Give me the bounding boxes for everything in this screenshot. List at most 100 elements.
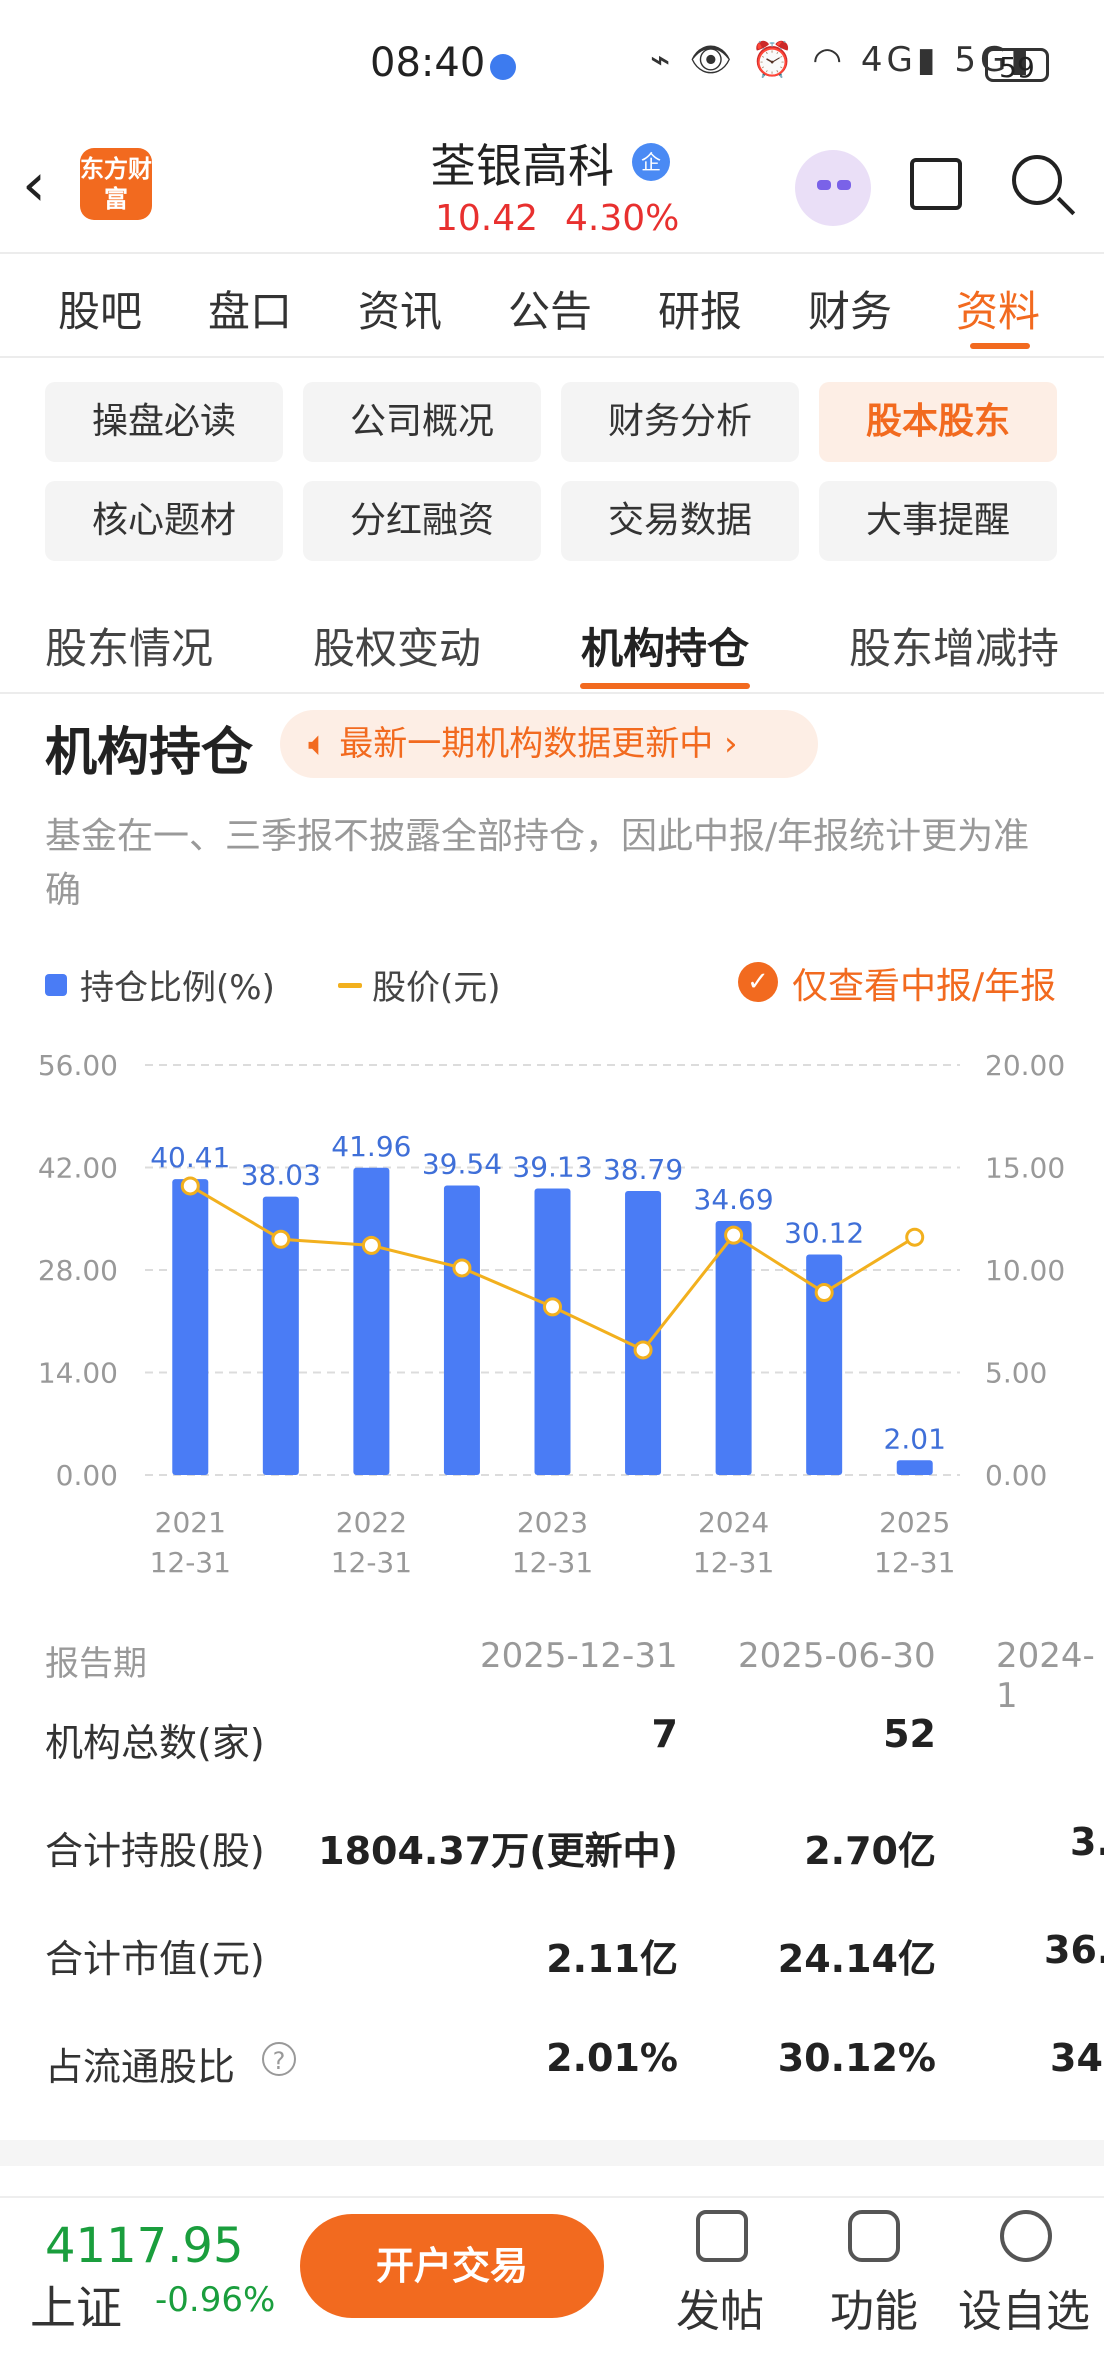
stab-institutional-holdings[interactable]: 机构持仓	[581, 624, 750, 673]
tab-profile[interactable]: 资料	[956, 287, 1041, 336]
row-label-total-shares: 合计持股(股)	[45, 1829, 265, 1873]
subbtn-shareholders[interactable]: 股本股东	[819, 382, 1057, 462]
y-right-tick-label: 5.00	[985, 1357, 1047, 1390]
index-change[interactable]: -0.96%	[155, 2280, 276, 2320]
table-cell: 2.01%	[546, 2036, 678, 2080]
edit-post-icon[interactable]	[696, 2210, 748, 2262]
more-options-icon[interactable]	[1000, 2210, 1052, 2262]
subbtn-events[interactable]: 大事提醒	[819, 481, 1057, 561]
stab-holding-changes[interactable]: 股东增减持	[849, 624, 1060, 673]
y-left-tick-label: 42.00	[38, 1152, 118, 1185]
price-point	[180, 1176, 200, 1196]
holding-chart: 56.00 20.00 42.00 15.00 28.00 10.00 14.00 5.00 0…	[38, 1049, 1065, 1579]
enterprise-badge-icon: 企	[632, 143, 670, 181]
legend-line-label: 股价(元)	[372, 968, 501, 1008]
stock-price: 10.42	[435, 198, 539, 239]
stab-shareholders[interactable]: 股东情况	[45, 624, 214, 673]
table-cell: 3.	[1070, 1820, 1104, 1864]
tab-finance[interactable]: 财务	[808, 287, 893, 336]
x-tick-label: 12-31	[874, 1546, 955, 1579]
tab-guba[interactable]: 股吧	[58, 287, 143, 336]
table-cell: 2.11亿	[546, 1937, 678, 1981]
speaker-icon: 🔈︎	[308, 724, 340, 764]
bar-data-label: 39.54	[422, 1148, 502, 1181]
share-icon[interactable]	[910, 158, 962, 210]
table-cell: 34.	[1050, 2036, 1104, 2080]
x-tick-label: 2022	[336, 1506, 407, 1539]
notification-dot-icon	[490, 54, 516, 80]
y-right-tick-label: 10.00	[985, 1254, 1065, 1287]
price-point	[814, 1283, 834, 1303]
section-gap	[0, 2140, 1104, 2166]
checkmark-icon[interactable]: ✓	[738, 962, 778, 1002]
legend-bar-swatch	[45, 974, 67, 996]
x-tick-label: 2024	[698, 1506, 769, 1539]
table-cell: 7	[651, 1712, 678, 1756]
price-point	[452, 1258, 472, 1278]
chart-bar	[896, 1460, 933, 1475]
status-time: 08:40	[370, 40, 486, 86]
action-post[interactable]: 发帖	[676, 2286, 764, 2337]
x-tick-label: 12-31	[150, 1546, 231, 1579]
table-column-header: 2024-1	[996, 1636, 1095, 1716]
price-point	[271, 1229, 291, 1249]
bar-data-label: 34.69	[694, 1183, 774, 1216]
bar-data-label: 30.12	[784, 1216, 864, 1249]
subbtn-core-themes[interactable]: 核心题材	[45, 481, 283, 561]
subbtn-company-overview[interactable]: 公司概况	[303, 382, 541, 462]
table-column-header: 2025-12-31	[480, 1636, 678, 1676]
tab-research[interactable]: 研报	[658, 287, 743, 336]
ai-assistant-icon[interactable]	[795, 150, 871, 226]
divider	[0, 252, 1104, 254]
table-cell: 24.14亿	[777, 1937, 936, 1981]
tab-announcements[interactable]: 公告	[508, 287, 593, 336]
section-description: 基金在一、三季报不披露全部持仓，因此中报/年报统计更为准确	[45, 816, 1030, 911]
back-icon[interactable]: ‹	[22, 150, 46, 220]
divider	[0, 692, 1104, 694]
row-label-institutions: 机构总数(家)	[45, 1721, 265, 1765]
help-icon[interactable]: ?	[262, 2042, 296, 2076]
y-right-tick-label: 15.00	[985, 1152, 1065, 1185]
subbtn-financial-analysis[interactable]: 财务分析	[561, 382, 799, 462]
y-left-tick-label: 56.00	[38, 1049, 118, 1082]
app-logo[interactable]: 东方财富	[80, 148, 152, 220]
legend-bar-label: 持仓比例(%)	[80, 968, 275, 1008]
update-notice[interactable]: 🔈︎ 最新一期机构数据更新中 ›	[280, 710, 818, 778]
y-right-tick-label: 0.00	[985, 1459, 1047, 1492]
index-value[interactable]: 4117.95	[45, 2218, 244, 2274]
row-label-float-ratio: 占流通股比	[45, 2045, 236, 2089]
table-cell: 1804.37万(更新中)	[318, 1829, 678, 1873]
tab-news[interactable]: 资讯	[358, 287, 443, 336]
action-add-watchlist[interactable]: 设自选	[958, 2286, 1090, 2337]
bar-data-label: 38.03	[241, 1159, 321, 1192]
price-point	[361, 1235, 381, 1255]
tab-pankou[interactable]: 盘口	[208, 287, 293, 336]
price-point	[633, 1340, 653, 1360]
subbtn-dividends[interactable]: 分红融资	[303, 481, 541, 561]
x-tick-label: 2021	[155, 1506, 226, 1539]
chart-bar	[443, 1185, 480, 1475]
filter-toggle-label[interactable]: 仅查看中报/年报	[792, 966, 1057, 1007]
active-tab-indicator	[970, 343, 1030, 349]
update-notice-text: 最新一期机构数据更新中	[339, 724, 714, 764]
grid-functions-icon[interactable]	[848, 2210, 900, 2262]
section-title: 机构持仓	[45, 723, 254, 783]
bar-data-label: 41.96	[331, 1130, 411, 1163]
stab-equity-changes[interactable]: 股权变动	[313, 624, 482, 673]
chevron-right-icon: ›	[713, 724, 738, 764]
x-tick-label: 2025	[879, 1506, 950, 1539]
subbtn-trading-data[interactable]: 交易数据	[561, 481, 799, 561]
chart-bar	[262, 1196, 299, 1475]
action-functions[interactable]: 功能	[830, 2286, 918, 2337]
bar-data-label: 40.41	[150, 1141, 230, 1174]
table-header-label: 报告期	[45, 1644, 147, 1684]
y-left-tick-label: 0.00	[56, 1459, 118, 1492]
search-icon[interactable]	[1012, 155, 1062, 205]
x-tick-label: 12-31	[331, 1546, 412, 1579]
price-point	[724, 1225, 744, 1245]
open-account-trade-button[interactable]: 开户交易	[300, 2214, 604, 2318]
table-cell: 36.	[1044, 1928, 1104, 1972]
index-name[interactable]: 上证	[30, 2281, 122, 2335]
subbtn-trading-guide[interactable]: 操盘必读	[45, 382, 283, 462]
battery-icon: 59	[985, 48, 1049, 84]
